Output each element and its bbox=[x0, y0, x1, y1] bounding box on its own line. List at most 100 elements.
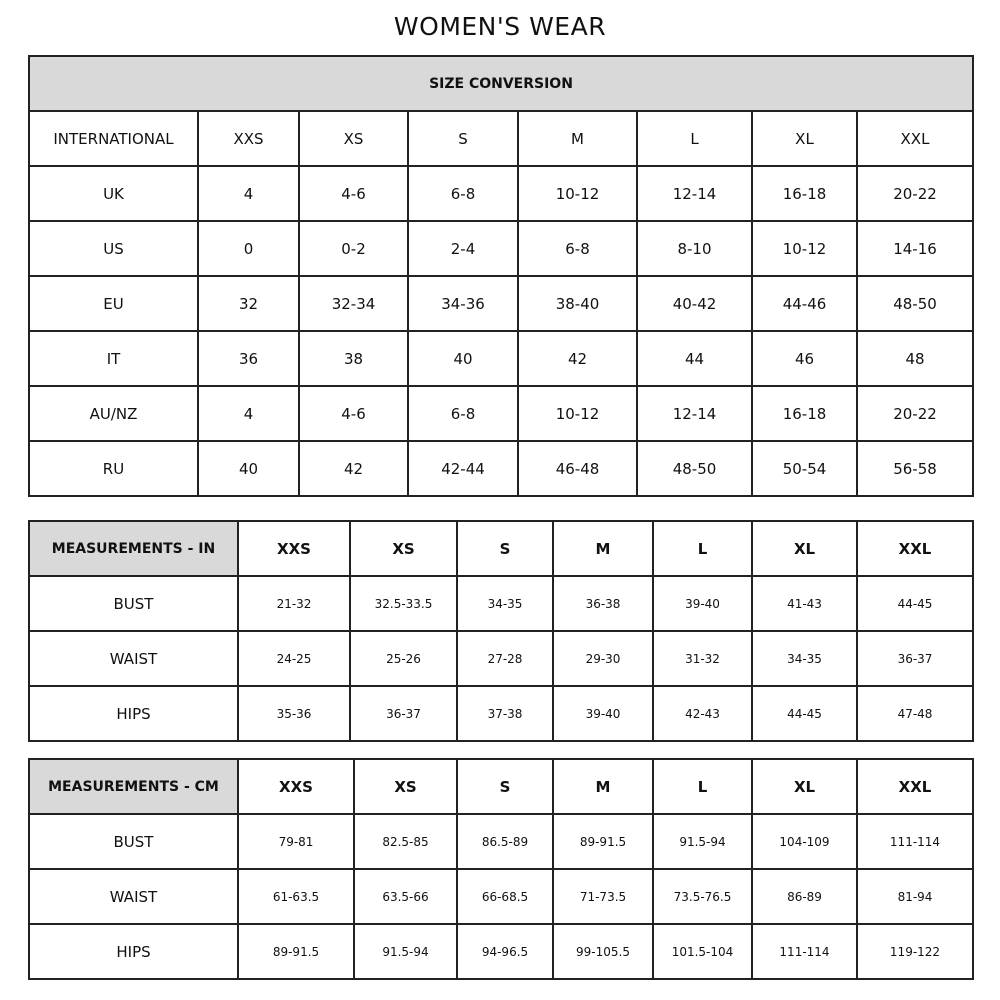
table-cell: 91.5-94 bbox=[652, 813, 753, 870]
table-cell: 81-94 bbox=[856, 868, 974, 925]
table-cell: XXL bbox=[856, 110, 974, 167]
row-label: HIPS bbox=[28, 923, 239, 980]
row-label: INTERNATIONAL bbox=[28, 110, 199, 167]
table-cell: 39-40 bbox=[652, 575, 753, 632]
table-cell: 4-6 bbox=[298, 385, 409, 442]
table-cell: S bbox=[407, 110, 519, 167]
size-conversion-table: SIZE CONVERSION INTERNATIONAL XXS XS S M L XL X… bbox=[28, 55, 974, 497]
row-label: WAIST bbox=[28, 868, 239, 925]
header-row: MEASUREMENTS - CM XXS XS S M L XL XXL bbox=[28, 758, 974, 815]
table-cell: 48 bbox=[856, 330, 974, 387]
table-row: WAIST 24-25 25-26 27-28 29-30 31-32 34-35 36-37 bbox=[28, 630, 974, 687]
table-cell: 40 bbox=[197, 440, 300, 497]
row-label: EU bbox=[28, 275, 199, 332]
table-cell: L bbox=[636, 110, 753, 167]
size-conversion-heading: SIZE CONVERSION bbox=[28, 55, 974, 112]
table-cell: XXS bbox=[197, 110, 300, 167]
table-cell: 79-81 bbox=[237, 813, 355, 870]
table-cell: L bbox=[652, 520, 753, 577]
table-cell: 44-46 bbox=[751, 275, 858, 332]
table-cell: 35-36 bbox=[237, 685, 351, 742]
table-cell: 46-48 bbox=[517, 440, 638, 497]
table-cell: 101.5-104 bbox=[652, 923, 753, 980]
measurements-in-table: MEASUREMENTS - IN XXS XS S M L XL XXL BUST 21-32 3… bbox=[28, 520, 974, 742]
table-cell: 21-32 bbox=[237, 575, 351, 632]
table-cell: XL bbox=[751, 110, 858, 167]
table-cell: 32 bbox=[197, 275, 300, 332]
table-cell: 10-12 bbox=[517, 165, 638, 222]
table-cell: 66-68.5 bbox=[456, 868, 554, 925]
row-label: BUST bbox=[28, 575, 239, 632]
table-cell: 8-10 bbox=[636, 220, 753, 277]
row-label: MEASUREMENTS - IN bbox=[28, 520, 239, 577]
table-cell: M bbox=[552, 758, 654, 815]
table-cell: S bbox=[456, 758, 554, 815]
table-cell: 6-8 bbox=[407, 165, 519, 222]
table-row: HIPS 89-91.5 91.5-94 94-96.5 99-105.5 101.5-1… bbox=[28, 923, 974, 980]
table-cell: 24-25 bbox=[237, 630, 351, 687]
table-cell: 44 bbox=[636, 330, 753, 387]
table-cell: 50-54 bbox=[751, 440, 858, 497]
table-cell: 38-40 bbox=[517, 275, 638, 332]
table-cell: 29-30 bbox=[552, 630, 654, 687]
table-row: EU 32 32-34 34-36 38-40 40-42 44-46 48-50 bbox=[28, 275, 974, 332]
table-cell: 36-38 bbox=[552, 575, 654, 632]
row-label: UK bbox=[28, 165, 199, 222]
table-cell: 42 bbox=[517, 330, 638, 387]
table-cell: 94-96.5 bbox=[456, 923, 554, 980]
table-row: IT 36 38 40 42 44 46 48 bbox=[28, 330, 974, 387]
table-cell: 0 bbox=[197, 220, 300, 277]
table-cell: 91.5-94 bbox=[353, 923, 458, 980]
table-cell: 86.5-89 bbox=[456, 813, 554, 870]
table-cell: 44-45 bbox=[856, 575, 974, 632]
table-row: AU/NZ 4 4-6 6-8 10-12 12-14 16-18 20-22 bbox=[28, 385, 974, 442]
table-cell: 99-105.5 bbox=[552, 923, 654, 980]
table-cell: XL bbox=[751, 758, 858, 815]
table-row: BUST 21-32 32.5-33.5 34-35 36-38 39-40 41-43 44… bbox=[28, 575, 974, 632]
table-cell: 6-8 bbox=[517, 220, 638, 277]
table-cell: 46 bbox=[751, 330, 858, 387]
table-cell: 37-38 bbox=[456, 685, 554, 742]
row-label: WAIST bbox=[28, 630, 239, 687]
table-cell: 63.5-66 bbox=[353, 868, 458, 925]
table-cell: 20-22 bbox=[856, 385, 974, 442]
table-cell: 12-14 bbox=[636, 165, 753, 222]
table-cell: 89-91.5 bbox=[552, 813, 654, 870]
row-label: RU bbox=[28, 440, 199, 497]
table-row: WAIST 61-63.5 63.5-66 66-68.5 71-73.5 73.5-76… bbox=[28, 868, 974, 925]
table-row: US 0 0-2 2-4 6-8 8-10 10-12 14-16 bbox=[28, 220, 974, 277]
table-cell: XXS bbox=[237, 520, 351, 577]
table-cell: 38 bbox=[298, 330, 409, 387]
table-cell: 32.5-33.5 bbox=[349, 575, 458, 632]
table-cell: 32-34 bbox=[298, 275, 409, 332]
table-cell: 86-89 bbox=[751, 868, 858, 925]
table-cell: 40 bbox=[407, 330, 519, 387]
header-row: MEASUREMENTS - IN XXS XS S M L XL XXL bbox=[28, 520, 974, 577]
table-cell: 6-8 bbox=[407, 385, 519, 442]
table-cell: 48-50 bbox=[856, 275, 974, 332]
page-title: WOMEN'S WEAR bbox=[393, 12, 607, 41]
row-label: MEASUREMENTS - CM bbox=[28, 758, 239, 815]
table-cell: 39-40 bbox=[552, 685, 654, 742]
table-cell: 2-4 bbox=[407, 220, 519, 277]
table-cell: 12-14 bbox=[636, 385, 753, 442]
table-cell: 14-16 bbox=[856, 220, 974, 277]
table-cell: M bbox=[552, 520, 654, 577]
table-cell: 36-37 bbox=[349, 685, 458, 742]
table-cell: 42-43 bbox=[652, 685, 753, 742]
table-cell: 56-58 bbox=[856, 440, 974, 497]
row-label: HIPS bbox=[28, 685, 239, 742]
table-cell: 71-73.5 bbox=[552, 868, 654, 925]
table-cell: 4 bbox=[197, 385, 300, 442]
table-cell: 73.5-76.5 bbox=[652, 868, 753, 925]
table-row: UK 4 4-6 6-8 10-12 12-14 16-18 20-22 bbox=[28, 165, 974, 222]
table-cell: 89-91.5 bbox=[237, 923, 355, 980]
table-cell: XL bbox=[751, 520, 858, 577]
table-cell: 4-6 bbox=[298, 165, 409, 222]
table-cell: 42 bbox=[298, 440, 409, 497]
table-cell: 61-63.5 bbox=[237, 868, 355, 925]
row-label: AU/NZ bbox=[28, 385, 199, 442]
table-cell: 111-114 bbox=[856, 813, 974, 870]
table-cell: 20-22 bbox=[856, 165, 974, 222]
table-cell: XXL bbox=[856, 758, 974, 815]
